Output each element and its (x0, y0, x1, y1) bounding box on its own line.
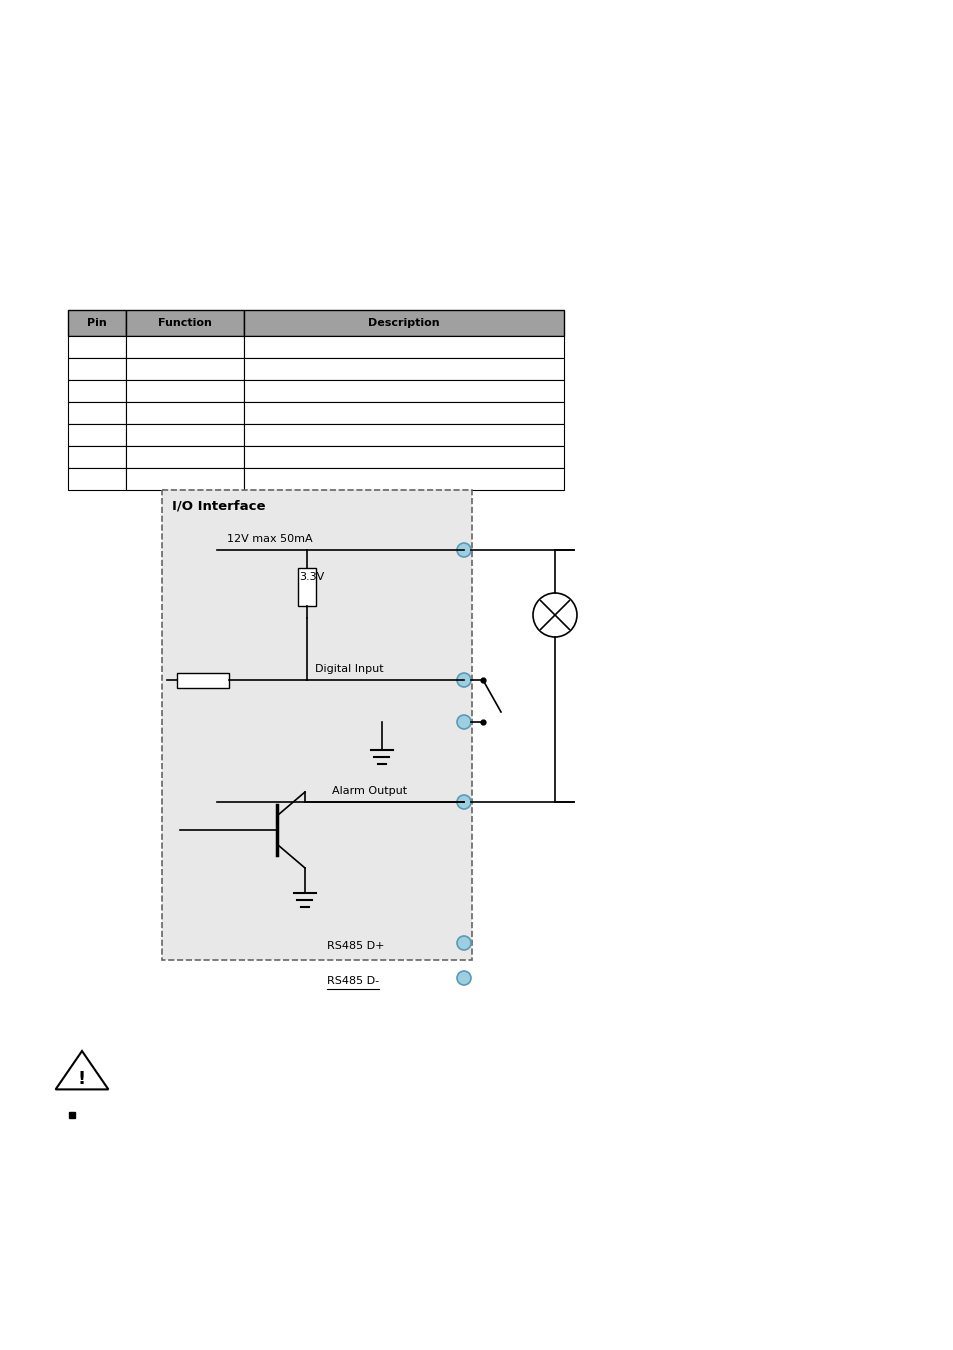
Circle shape (456, 936, 471, 950)
Circle shape (456, 543, 471, 558)
Bar (68, 336, 126, 358)
Bar (162, 490, 472, 960)
Bar (68, 468, 126, 490)
Bar (126, 468, 244, 490)
Bar (68, 310, 126, 336)
Bar (126, 424, 244, 446)
Bar (126, 358, 244, 379)
Bar (244, 358, 563, 379)
Bar (244, 336, 563, 358)
Bar (126, 446, 244, 468)
Circle shape (456, 716, 471, 729)
Text: !: ! (78, 1071, 86, 1088)
Bar (68, 379, 126, 402)
Circle shape (456, 795, 471, 809)
Text: RS485 D+: RS485 D+ (327, 941, 384, 950)
Bar (68, 402, 126, 424)
Text: Alarm Output: Alarm Output (332, 786, 407, 796)
Bar (68, 358, 126, 379)
Bar (244, 379, 563, 402)
Bar (244, 446, 563, 468)
Bar (126, 310, 244, 336)
Bar (244, 402, 563, 424)
Bar (244, 310, 563, 336)
Bar (68, 446, 126, 468)
Bar (126, 336, 244, 358)
Bar (126, 402, 244, 424)
Text: I/O Interface: I/O Interface (172, 500, 265, 513)
Circle shape (533, 593, 577, 637)
Bar (68, 424, 126, 446)
Bar (297, 568, 315, 606)
Text: Digital Input: Digital Input (314, 664, 383, 674)
Text: 3.3V: 3.3V (298, 572, 324, 582)
Bar (244, 424, 563, 446)
Text: Description: Description (368, 319, 439, 328)
Bar (244, 468, 563, 490)
Bar (126, 379, 244, 402)
Text: Pin: Pin (87, 319, 107, 328)
Bar (177, 672, 229, 687)
Circle shape (456, 674, 471, 687)
Circle shape (456, 971, 471, 986)
Polygon shape (55, 1052, 109, 1089)
Text: RS485 D-: RS485 D- (327, 976, 378, 986)
Text: Function: Function (158, 319, 212, 328)
Text: 12V max 50mA: 12V max 50mA (227, 535, 313, 544)
